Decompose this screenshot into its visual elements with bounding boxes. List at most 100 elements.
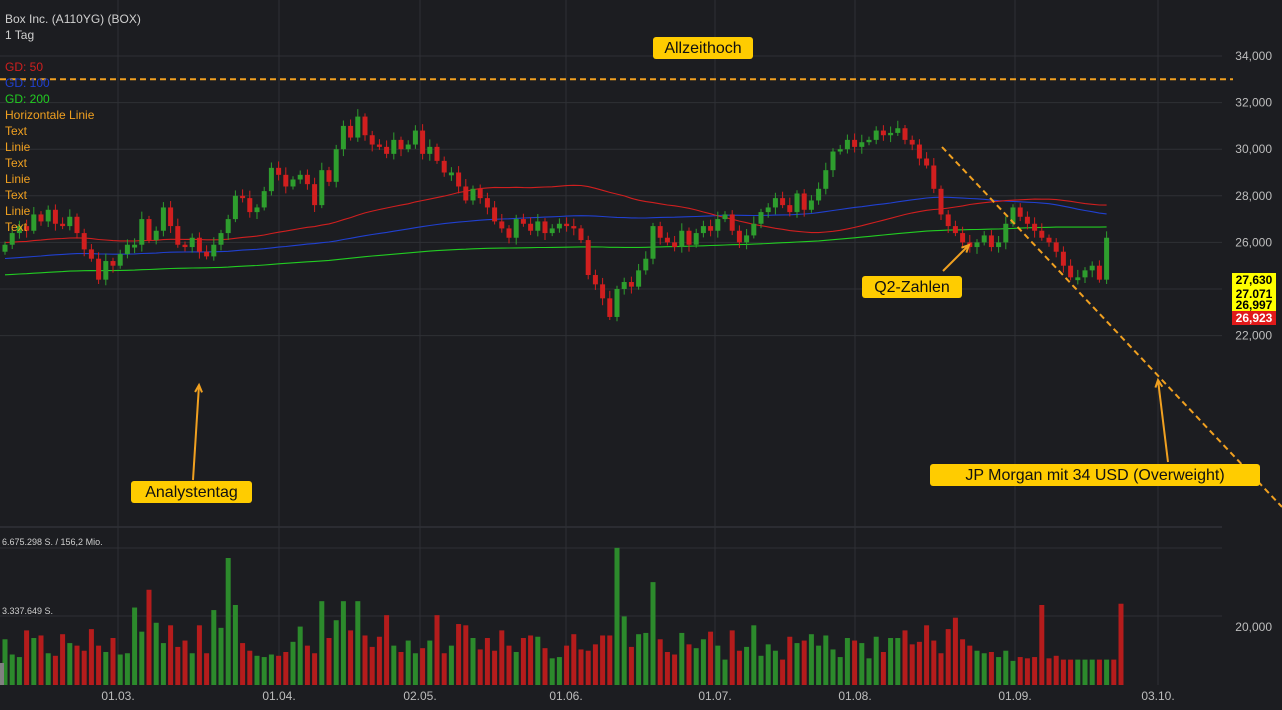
candle-body [571, 226, 577, 229]
candle-body [276, 167, 282, 175]
candle-body [657, 226, 663, 238]
candle-body [513, 219, 519, 238]
q2-zahlen-label-box [862, 276, 962, 298]
jp-morgan-label-box [930, 464, 1260, 486]
legend-item[interactable]: Text [5, 188, 28, 202]
candle-body [456, 172, 462, 187]
volume-bar [924, 625, 930, 685]
legend-item[interactable]: Linie [5, 204, 31, 218]
volume-bar [1024, 658, 1030, 685]
volume-bar [319, 601, 325, 685]
volume-bar [585, 650, 591, 685]
volume-bar [441, 653, 447, 685]
volume-bar [758, 655, 764, 685]
volume-bar [218, 627, 224, 685]
instrument-title: Box Inc. (A110YG) (BOX) [5, 12, 141, 26]
volume-bar [340, 601, 346, 685]
volume-bar [1003, 650, 1009, 685]
volume-bar [621, 616, 627, 685]
volume-tick-label: 20,000 [1235, 620, 1272, 634]
volume-bar [1046, 658, 1052, 685]
volume-bar [45, 653, 51, 685]
volume-bar [427, 640, 433, 685]
legend-item[interactable]: Text [5, 124, 28, 138]
x-tick-label: 02.05. [403, 689, 436, 703]
annotation-arrow [942, 244, 970, 272]
candle-body [146, 219, 152, 241]
candle-body [232, 195, 238, 220]
legend-item[interactable]: GD: 50 [5, 60, 44, 74]
legend-item[interactable]: Linie [5, 172, 31, 186]
sma-200-line [4, 226, 1107, 276]
analystentag-label: Analystentag [145, 484, 238, 501]
volume-bar [175, 646, 181, 685]
candle-body [808, 200, 814, 210]
candle-body [2, 244, 8, 252]
candle-body [960, 233, 966, 243]
candle-body [139, 219, 145, 245]
candle-body [895, 128, 901, 133]
volume-bar [816, 645, 822, 685]
legend-item[interactable]: Linie [5, 140, 31, 154]
annotation-arrow-head [194, 382, 203, 393]
volume-bar [168, 625, 174, 685]
volume-bar [506, 645, 512, 685]
interval-label: 1 Tag [5, 28, 35, 42]
candle-body [880, 130, 886, 136]
legend-item[interactable]: GD: 200 [5, 92, 50, 106]
candle-body [427, 146, 433, 154]
volume-bar [240, 643, 246, 685]
candle-body [859, 142, 865, 147]
volume-bar [873, 636, 879, 685]
candle-body [708, 226, 714, 231]
volume-bar [31, 638, 37, 685]
volume-bar [772, 650, 778, 685]
volume-bar [38, 635, 44, 685]
candle-body [600, 284, 606, 299]
candle-body [693, 233, 699, 245]
candle-body [931, 165, 937, 189]
candle-body [398, 139, 404, 150]
volume-bar [686, 644, 692, 685]
volume-bar [981, 653, 987, 685]
volume-bar [1068, 659, 1074, 685]
legend-item[interactable]: Text [5, 156, 28, 170]
volume-bar [398, 651, 404, 685]
candle-body [355, 116, 361, 138]
candle-body [290, 179, 296, 187]
candle-body [1053, 242, 1059, 252]
volume-bar [952, 617, 958, 685]
candle-body [81, 233, 87, 250]
volume-bar [304, 645, 310, 685]
candle-body [729, 214, 735, 231]
candle-body [312, 184, 318, 206]
volume-bar [859, 643, 865, 685]
legend-item[interactable]: Text [5, 220, 28, 234]
y-tick-label: 26,000 [1235, 235, 1272, 249]
volume-bar [434, 615, 440, 685]
volume-bar [492, 650, 498, 685]
candle-body [765, 207, 771, 213]
candle-body [16, 226, 22, 234]
candle-body [780, 198, 786, 206]
candle-body [88, 249, 94, 259]
candle-body [60, 223, 66, 227]
volume-bar [902, 630, 908, 685]
volume-bar [276, 655, 282, 685]
candle-body [938, 188, 944, 215]
candle-body [110, 261, 116, 266]
volume-bar [81, 650, 87, 685]
volume-bar [1082, 659, 1088, 685]
last-value-label: 27,630 [1236, 273, 1273, 287]
volume-bar [823, 635, 829, 685]
candle-body [722, 214, 728, 220]
legend-item[interactable]: GD: 100 [5, 76, 50, 90]
candle-body [182, 244, 188, 248]
volume-bar [182, 640, 188, 685]
x-tick-label: 01.07. [698, 689, 731, 703]
candle-body [132, 244, 138, 248]
y-tick-label: 34,000 [1235, 49, 1272, 63]
volume-bar [967, 645, 973, 685]
legend-item[interactable]: Horizontale Linie [5, 108, 95, 122]
volume-bar [895, 638, 901, 685]
